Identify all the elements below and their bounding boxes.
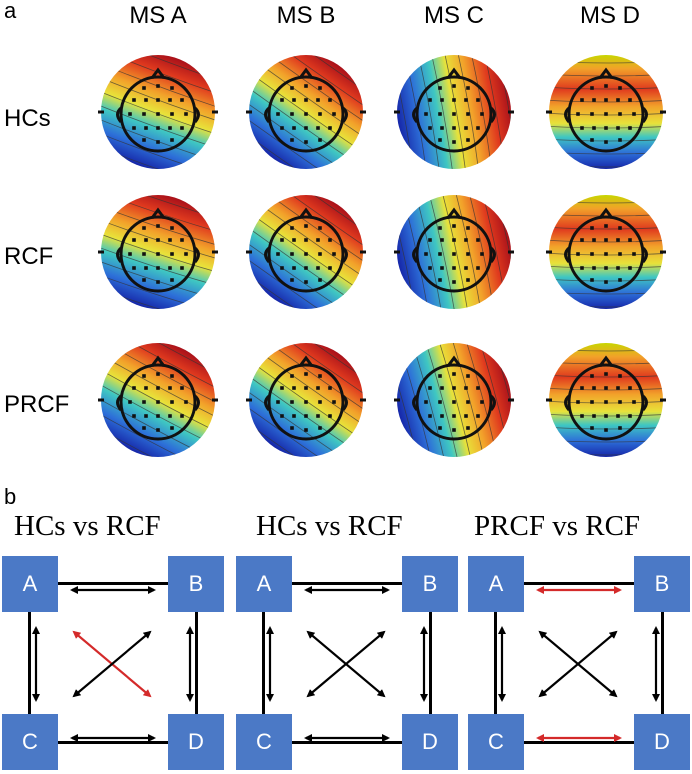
topomap <box>394 195 514 309</box>
ms-node-d: D <box>168 714 224 770</box>
topomap <box>246 343 366 457</box>
ms-node-a: A <box>468 556 524 612</box>
ms-node-c: C <box>2 714 58 770</box>
topomap <box>394 55 514 169</box>
ms-node-b: B <box>402 556 458 612</box>
topomap <box>394 343 514 457</box>
diagram-frame <box>28 582 198 744</box>
panel-b-label: b <box>4 484 17 509</box>
ms-node-a: A <box>236 556 292 612</box>
comparison-title-3: PRCF vs RCF <box>474 510 641 542</box>
ms-node-d: D <box>634 714 690 770</box>
transition-diagram-2: A B C D <box>236 556 458 770</box>
ms-node-c: C <box>236 714 292 770</box>
column-header-ms-d: MS D <box>580 2 640 29</box>
topomap <box>246 55 366 169</box>
ms-node-d: D <box>402 714 458 770</box>
diagram-frame <box>262 582 432 744</box>
topomap <box>246 195 366 309</box>
transition-arrow-bc <box>538 630 618 698</box>
transition-arrows <box>32 586 194 742</box>
row-header-rcf: RCF <box>4 243 54 270</box>
transition-arrow-bc <box>306 630 386 698</box>
topomap <box>546 343 666 457</box>
comparison-title-1: HCs vs RCF <box>14 510 161 542</box>
topomap <box>98 343 218 457</box>
ms-node-b: B <box>168 556 224 612</box>
diagram-frame <box>494 582 664 744</box>
ms-node-a: A <box>2 556 58 612</box>
transition-diagram-1: A B C D <box>2 556 224 770</box>
column-header-ms-a: MS A <box>129 2 187 29</box>
topomap <box>98 195 218 309</box>
column-header-ms-c: MS C <box>424 2 484 29</box>
topomap <box>98 55 218 169</box>
ms-node-c: C <box>468 714 524 770</box>
transition-arrows <box>266 586 428 742</box>
transition-arrow-bc <box>72 630 152 698</box>
transition-arrows <box>498 586 660 742</box>
transition-diagram-3: A B C D <box>468 556 690 770</box>
row-header-hcs: HCs <box>4 105 51 132</box>
comparison-title-2: HCs vs RCF <box>256 510 403 542</box>
column-header-ms-b: MS B <box>276 2 336 29</box>
topomap <box>546 55 666 169</box>
ms-node-b: B <box>634 556 690 612</box>
topomap <box>546 195 666 309</box>
panel-a-label: a <box>4 0 17 23</box>
row-header-prcf: PRCF <box>4 391 70 418</box>
